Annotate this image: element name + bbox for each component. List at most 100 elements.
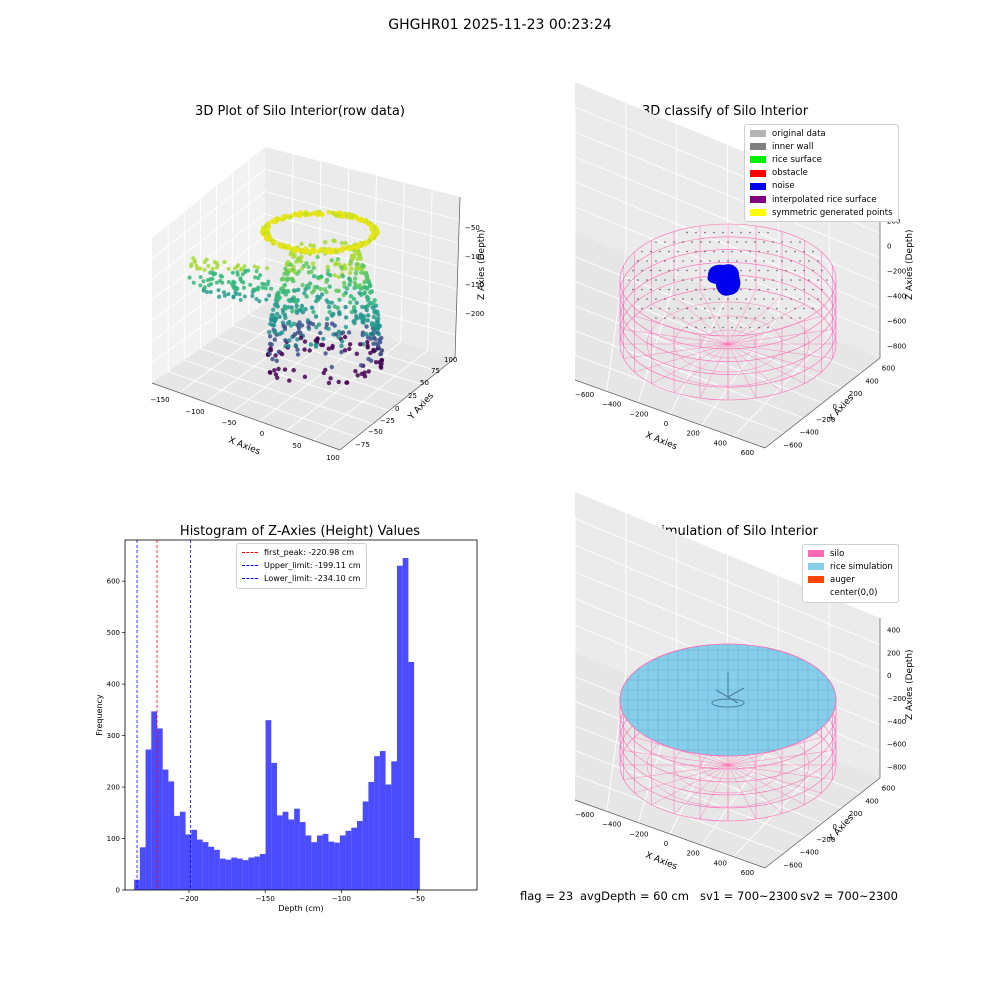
legend-item: obstacle <box>750 167 893 180</box>
data-point <box>332 273 337 278</box>
surface-point <box>763 241 765 243</box>
surface-point <box>695 250 697 253</box>
data-point <box>267 351 272 356</box>
legend-label: obstacle <box>772 168 808 179</box>
data-point <box>362 219 368 224</box>
surface-point <box>637 298 639 300</box>
data-point <box>265 230 270 236</box>
y-tick-label: 400 <box>107 681 120 689</box>
data-point <box>314 298 319 304</box>
data-point <box>363 331 369 337</box>
legend-label: silo <box>830 548 845 559</box>
data-point <box>337 297 342 302</box>
histogram-bar <box>397 565 403 890</box>
surface-point <box>659 307 661 310</box>
histogram-frame <box>124 539 478 891</box>
data-point <box>362 370 367 375</box>
surface-point <box>799 241 801 243</box>
data-point <box>365 240 370 246</box>
data-point <box>218 278 223 283</box>
data-point <box>295 337 300 342</box>
data-point <box>373 360 379 365</box>
data-point <box>357 241 363 247</box>
data-point <box>264 297 269 302</box>
data-point <box>308 342 314 347</box>
surface-point <box>754 279 756 281</box>
data-point <box>290 297 295 302</box>
data-point <box>282 244 287 249</box>
z-tick-label: 0 <box>887 243 891 251</box>
data-point <box>280 289 286 295</box>
surface-point <box>637 260 639 262</box>
legend-swatch <box>808 550 824 558</box>
data-point <box>198 283 203 288</box>
histogram-bar <box>408 661 415 890</box>
panel1-title: 3D Plot of Silo Interior(row data) <box>195 104 405 119</box>
surface-point <box>727 241 729 243</box>
surface-point <box>700 317 702 319</box>
data-point <box>289 276 295 282</box>
data-point <box>343 304 348 310</box>
data-point <box>318 286 323 292</box>
data-point <box>216 288 221 293</box>
data-point <box>363 305 368 310</box>
data-point <box>362 285 368 290</box>
data-point <box>375 309 380 315</box>
surface-point <box>812 250 814 253</box>
x-tick-label: 200 <box>686 430 699 438</box>
surface-point <box>700 279 702 281</box>
data-point <box>210 267 215 271</box>
y-tick-label: −75 <box>355 441 370 449</box>
data-point <box>299 323 305 328</box>
surface-point <box>632 269 634 272</box>
y-tick-label: −400 <box>800 429 819 437</box>
z-tick-label: 200 <box>887 649 900 657</box>
surface-point <box>659 269 661 272</box>
surface-point <box>781 298 783 300</box>
data-point <box>281 323 286 328</box>
y-tick-label: 100 <box>107 835 120 843</box>
data-point <box>362 290 367 295</box>
data-point <box>290 309 295 314</box>
y-tick-label: 0 <box>395 405 399 413</box>
y-tick-label: 300 <box>107 732 120 740</box>
data-point <box>305 249 311 255</box>
data-point <box>375 343 381 349</box>
surface-point <box>691 317 693 319</box>
surface-point <box>767 326 769 329</box>
data-point <box>326 326 331 331</box>
y-tick-label: −600 <box>783 862 802 870</box>
data-point <box>311 265 316 271</box>
surface-point <box>641 307 643 310</box>
surface-point <box>668 307 670 310</box>
surface-point <box>745 298 747 300</box>
y-tick-label: 200 <box>107 784 120 792</box>
histogram-bar <box>208 846 215 890</box>
panel4-auger <box>711 672 745 708</box>
data-point <box>364 324 369 329</box>
data-point <box>365 318 370 323</box>
data-point <box>273 216 279 221</box>
panel2-noise-points <box>707 264 741 296</box>
x-tick-label: −100 <box>332 895 351 903</box>
data-point <box>343 315 349 320</box>
surface-point <box>704 231 706 234</box>
data-point <box>345 380 350 385</box>
panel2-title: 3D classify of Silo Interior <box>641 104 809 119</box>
grid-line <box>216 336 406 398</box>
data-point <box>279 216 284 222</box>
legend-swatch <box>808 589 824 597</box>
panel2-silo-wireframe <box>619 223 837 401</box>
legend-label: first_peak: -220.98 cm <box>264 548 355 558</box>
surface-point <box>650 250 652 253</box>
data-point <box>307 281 313 286</box>
surface-point <box>767 231 769 234</box>
surface-point <box>758 269 760 272</box>
data-point <box>238 297 243 302</box>
histogram-bar <box>351 827 357 890</box>
histogram-bar <box>277 815 283 890</box>
grid-line <box>232 326 347 413</box>
surface-point <box>745 279 747 281</box>
surface-point <box>677 307 679 310</box>
